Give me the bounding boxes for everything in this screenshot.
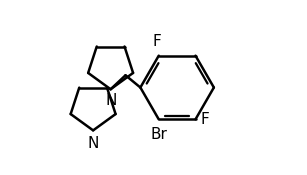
Text: F: F	[153, 34, 161, 49]
Text: F: F	[201, 112, 209, 127]
Text: Br: Br	[150, 127, 167, 142]
Text: N: N	[87, 136, 99, 152]
Text: N: N	[106, 93, 117, 108]
